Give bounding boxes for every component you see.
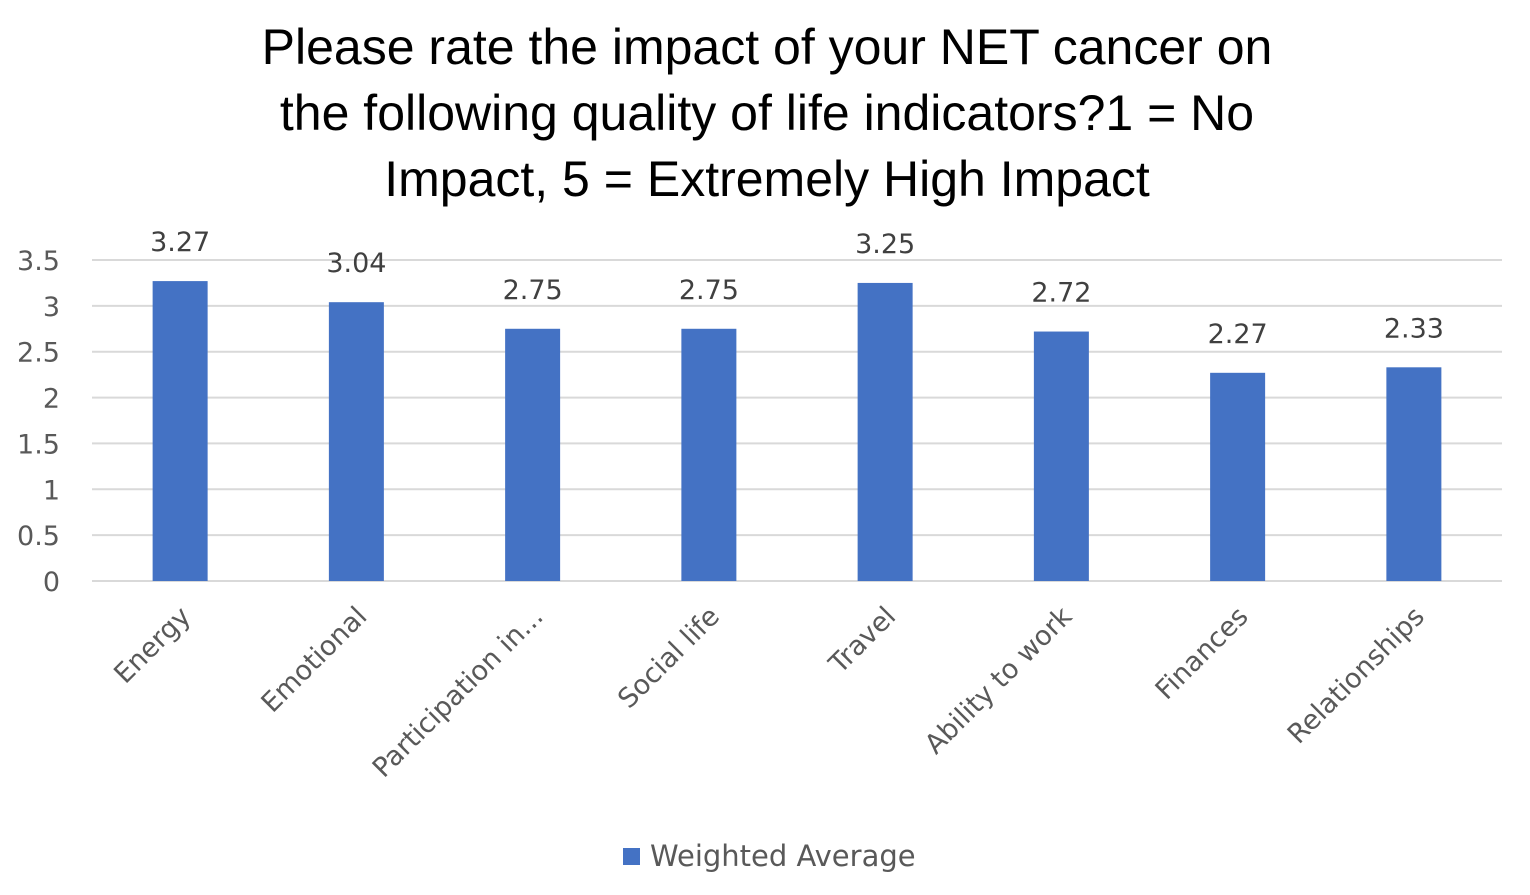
gridlines: [92, 259, 1502, 582]
x-tick-label: Participation in...: [367, 601, 550, 784]
bar: [152, 281, 208, 581]
chart-title-line: Impact, 5 = Extremely High Impact: [384, 151, 1150, 207]
data-label: 3.25: [855, 229, 915, 260]
bar: [1033, 331, 1089, 581]
data-label: 2.75: [679, 275, 739, 306]
bar: [1210, 372, 1266, 581]
x-tick-label: Travel: [823, 601, 902, 680]
chart-title: Please rate the impact of your NET cance…: [262, 19, 1273, 207]
x-tick-label: Energy: [108, 601, 197, 690]
data-label: 2.72: [1031, 278, 1091, 309]
x-tick-label: Finances: [1150, 601, 1255, 706]
legend-label: Weighted Average: [650, 839, 916, 873]
bar: [1386, 367, 1442, 581]
data-label: 2.27: [1208, 319, 1268, 350]
x-tick-label: Ability to work: [919, 601, 1079, 761]
bar: [505, 328, 561, 581]
y-tick-label: 0: [43, 567, 60, 598]
y-axis-tick-labels: 0 0.5 1 1.5 2 2.5 3 3.5: [17, 246, 60, 598]
data-label: 3.04: [326, 248, 386, 279]
y-tick-label: 0.5: [17, 521, 60, 552]
y-tick-label: 1.5: [17, 429, 60, 460]
bar: [857, 282, 913, 581]
x-tick-label: Relationships: [1282, 601, 1431, 750]
legend-swatch: [623, 848, 640, 865]
data-label: 3.27: [150, 227, 210, 258]
y-tick-label: 2: [43, 384, 60, 415]
x-tick-label: Emotional: [255, 601, 373, 719]
legend: Weighted Average: [623, 839, 916, 873]
data-label: 2.33: [1384, 313, 1444, 344]
bar-series: [152, 281, 1442, 581]
y-tick-label: 1: [43, 475, 60, 506]
y-tick-label: 2.5: [17, 338, 60, 369]
data-labels: 3.27 3.04 2.75 2.75 3.25 2.72 2.27 2.33: [150, 227, 1444, 350]
bar: [681, 328, 737, 581]
chart-title-line: the following quality of life indicators…: [280, 85, 1254, 141]
bar: [328, 302, 384, 581]
x-tick-label: Social life: [612, 601, 726, 715]
chart-title-line: Please rate the impact of your NET cance…: [262, 19, 1273, 75]
y-tick-label: 3: [43, 292, 60, 323]
data-label: 2.75: [503, 275, 563, 306]
y-tick-label: 3.5: [17, 246, 60, 277]
